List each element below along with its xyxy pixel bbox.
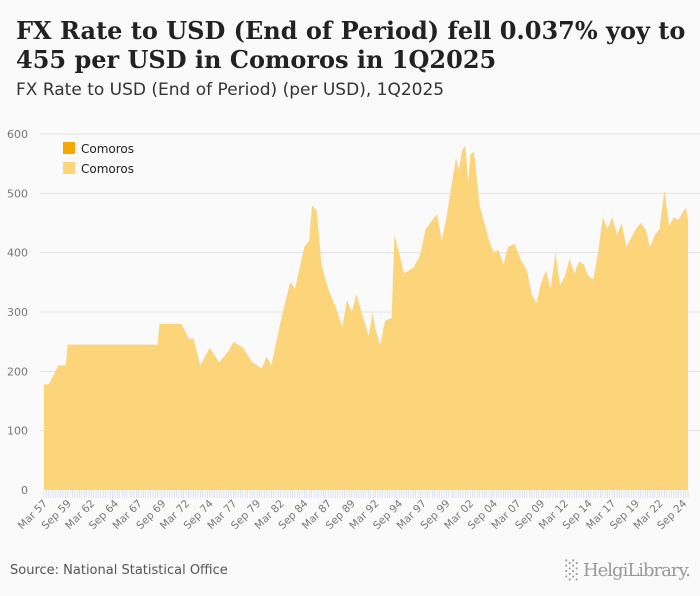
legend-label: Comoros — [81, 162, 134, 176]
y-tick-label: 600 — [7, 128, 28, 141]
chart-subtitle: FX Rate to USD (End of Period) (per USD)… — [16, 80, 445, 100]
y-tick-label: 0 — [21, 484, 28, 497]
legend-label: Comoros — [81, 142, 134, 156]
y-tick-label: 100 — [7, 425, 28, 438]
helgi-library-logo: ░ HelgiLibrary. — [565, 560, 691, 581]
source-note: Source: National Statistical Office — [10, 563, 228, 578]
y-tick-label: 500 — [7, 187, 28, 200]
logo-text: HelgiLibrary. — [582, 560, 691, 581]
y-tick-label: 200 — [7, 365, 28, 378]
legend-swatch — [63, 142, 75, 154]
chart-title: FX Rate to USD (End of Period) fell 0.03… — [16, 16, 686, 74]
y-tick-label: 300 — [7, 306, 28, 319]
area-series-comoros — [44, 145, 688, 490]
y-tick-label: 400 — [7, 247, 28, 260]
legend-swatch — [63, 162, 75, 174]
